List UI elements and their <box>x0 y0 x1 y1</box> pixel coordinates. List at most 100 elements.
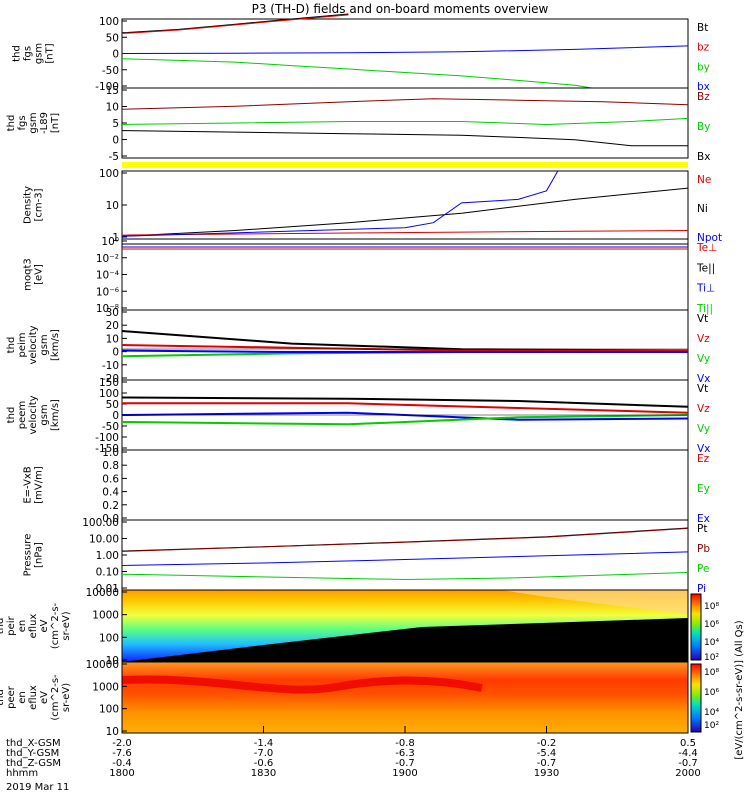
y-axis-label: fgs <box>17 115 28 130</box>
y-tick-label: 100.00 <box>82 517 119 529</box>
x-tick-label: -7.0 <box>254 748 274 759</box>
y-axis-label: E=-VxB <box>23 466 34 503</box>
x-tick-label: -7.6 <box>112 748 132 759</box>
series-npot <box>121 170 559 237</box>
y-axis-label: eV <box>39 691 50 704</box>
y-tick-label: 100 <box>99 704 119 716</box>
x-tick-label: -5.4 <box>537 748 557 759</box>
y-tick-label: 1000 <box>92 610 119 622</box>
y-axis-label: fgs <box>23 46 34 61</box>
legend-entry: bz <box>697 42 710 54</box>
y-tick-label: 1.0 <box>102 447 119 459</box>
series-ne <box>121 230 689 236</box>
y-tick-label: 5 <box>112 118 119 130</box>
legend-entry: by <box>697 61 710 73</box>
y-axis-label: [mV/m] <box>34 466 45 504</box>
legend-entry: Ni <box>697 203 708 215</box>
y-axis-label: thd <box>0 689 6 706</box>
colorbar-tick: 10⁴ <box>704 638 719 648</box>
y-tick-label: 10 <box>106 102 119 114</box>
series-vx <box>121 349 688 353</box>
legend-entry: Vy <box>697 423 710 435</box>
y-axis-label: peer <box>6 685 17 709</box>
x-tick-label: -0.7 <box>678 758 698 769</box>
x-tick-label: -6.3 <box>395 748 415 759</box>
panel-9: 10000 1000 100 10 thd peir en eflux eV (cm^2-s-sr… <box>0 587 689 667</box>
panel-7: 1.00.80.6 0.40.20.0 E=-VxB [mV/m] Ez Ey Ex <box>23 447 710 525</box>
y-axis-label: eflux <box>28 614 39 639</box>
x-tick-label: 1800 <box>109 768 134 779</box>
panel-frame <box>121 238 689 311</box>
y-tick-label: 10.00 <box>89 534 119 546</box>
panel-10: 10000 1000 100 10 thd peer en eflux eV (cm^2-s-sr… <box>0 659 689 738</box>
legend-entry: Ey <box>697 483 710 495</box>
y-axis-label: gsm <box>39 404 50 425</box>
colorbar-electron <box>690 663 702 733</box>
colorbar-tick: 10⁶ <box>704 620 719 630</box>
y-tick-label: 0.8 <box>102 460 119 472</box>
x-tick-label: -2.0 <box>112 738 132 749</box>
y-tick-label: 0.10 <box>96 567 119 579</box>
y-tick-label: 0.01 <box>96 583 119 595</box>
y-axis-label: Density <box>23 186 34 224</box>
legend-entry: Ez <box>697 453 710 465</box>
y-tick-label: 50 <box>106 32 119 44</box>
y-tick-label: 10⁻² <box>96 253 119 265</box>
x-axis: thd_X-GSM -2.0 -1.4 -0.8 -0.2 0.5 thd_Y-GSM -7.… <box>6 726 701 793</box>
panel-3: 100 10 1 Density [cm-3] Ne Ni Npot <box>23 168 723 244</box>
series-bx <box>121 45 689 54</box>
x-tick-label: -0.8 <box>395 738 415 749</box>
figure-title: P3 (TH-D) fields and on-board moments ov… <box>252 2 549 16</box>
y-axis-label: en <box>17 691 28 704</box>
legend-entry: Pi <box>697 583 706 595</box>
y-tick-label: 10 <box>106 200 119 212</box>
date-label: 2019 Mar 11 <box>6 782 69 793</box>
y-axis-label: thd <box>6 407 17 424</box>
series-vz <box>122 402 689 414</box>
colorbar-tick: 10⁸ <box>704 602 719 612</box>
panel-frame <box>121 449 689 521</box>
series-by <box>121 117 689 126</box>
y-tick-label: 10⁻⁸ <box>96 303 119 315</box>
legend-entry: Pt <box>697 523 707 535</box>
y-tick-label: 10000 <box>86 587 119 599</box>
y-tick-label: 10⁻⁴ <box>96 270 119 282</box>
x-axis-row-label: hhmm <box>6 768 38 779</box>
panel-1: 100 50 0 -50 -100 thd fgs gsm [nT] Bt bz by bx <box>12 13 710 93</box>
y-tick-label: 10 <box>106 333 119 345</box>
y-tick-label: 0 <box>112 49 119 61</box>
y-tick-label: -10 <box>102 360 119 372</box>
legend-entry: Ex <box>697 513 710 525</box>
y-axis-label: [nT] <box>45 43 56 63</box>
series-by <box>121 58 592 89</box>
y-tick-label: -50 <box>102 421 119 433</box>
colorbar-tick: 10⁶ <box>704 688 719 698</box>
series-bz <box>121 98 689 110</box>
y-axis-label: thd <box>6 115 17 132</box>
series-vy <box>121 414 689 426</box>
colorbar-tick: 10² <box>704 721 719 731</box>
legend-entry: Te|| <box>696 262 715 274</box>
low-count-region <box>122 618 688 662</box>
y-tick-label: 100 <box>99 388 119 400</box>
legend-entry: Vx <box>697 443 710 455</box>
y-tick-label: 0 <box>112 410 119 422</box>
y-axis-label: thd <box>0 618 6 635</box>
x-tick-label: -4.4 <box>678 748 698 759</box>
y-axis-label: [nT] <box>50 113 61 133</box>
y-axis-label: peem <box>17 401 28 429</box>
y-axis-label: [cm-3] <box>34 188 45 221</box>
y-tick-label: 15 <box>106 85 119 97</box>
y-axis-label: [km/s] <box>50 399 61 431</box>
y-tick-label: -5 <box>109 151 119 163</box>
y-axis-label: sr-eV) <box>61 611 72 640</box>
x-tick-label: -0.2 <box>537 738 557 749</box>
y-tick-label: 10⁰ <box>101 236 119 248</box>
peak-flux-band <box>121 675 483 694</box>
legend-entry: Vz <box>697 333 710 345</box>
panel-frame <box>121 309 689 381</box>
y-tick-label: 1.00 <box>96 550 119 562</box>
series-vx <box>121 411 689 421</box>
